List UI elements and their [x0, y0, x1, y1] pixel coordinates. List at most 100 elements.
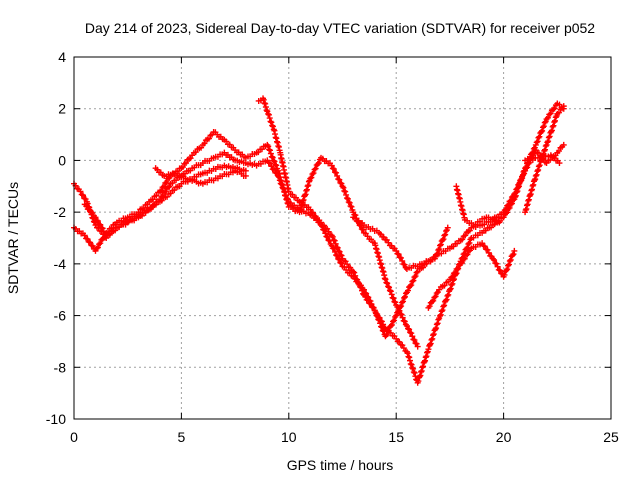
data-point-marker	[269, 154, 276, 161]
data-point-marker	[393, 247, 400, 254]
data-point-marker	[494, 263, 501, 270]
data-point-marker	[432, 326, 439, 333]
data-point-marker	[515, 181, 522, 188]
data-point-marker	[389, 294, 396, 301]
data-point-marker	[520, 171, 527, 178]
data-point-marker	[267, 118, 274, 125]
data-point-marker	[442, 231, 449, 238]
data-point-marker	[504, 202, 511, 209]
y-tick-label: -6	[54, 308, 67, 324]
data-point-marker	[552, 114, 559, 121]
x-axis-label: GPS time / hours	[287, 457, 394, 473]
data-point-marker	[201, 140, 208, 147]
data-point-marker	[401, 294, 408, 301]
data-point-marker	[430, 331, 437, 338]
data-point-marker	[550, 122, 557, 129]
data-point-marker	[326, 237, 333, 244]
data-point-marker	[94, 217, 101, 224]
data-point-marker	[80, 192, 87, 199]
data-point-marker	[524, 164, 531, 171]
data-point-marker	[93, 245, 100, 252]
data-point-marker	[443, 296, 450, 303]
data-point-marker	[462, 232, 469, 239]
data-point-marker	[206, 135, 213, 142]
data-point-marker	[340, 184, 347, 191]
data-point-marker	[439, 237, 446, 244]
data-point-marker	[516, 180, 523, 187]
data-point-marker	[383, 279, 390, 286]
data-point-marker	[311, 166, 318, 173]
data-point-marker	[92, 214, 99, 221]
data-point-marker	[436, 312, 443, 319]
data-point-marker	[324, 234, 331, 241]
axis-ticks	[73, 56, 612, 420]
data-point-marker	[533, 171, 540, 178]
data-point-marker	[446, 286, 453, 293]
data-point-marker	[431, 294, 438, 301]
data-point-marker	[330, 236, 337, 243]
data-point-marker	[270, 157, 277, 164]
data-point-marker	[265, 110, 272, 117]
data-point-marker	[100, 228, 107, 235]
data-point-marker	[262, 103, 269, 110]
data-point-marker	[321, 227, 328, 234]
data-point-marker	[384, 280, 391, 287]
data-point-marker	[444, 292, 451, 299]
data-point-marker	[513, 186, 520, 193]
data-point-marker	[395, 251, 402, 258]
data-point-marker	[519, 175, 526, 182]
data-point-marker	[393, 312, 400, 319]
data-point-marker	[548, 127, 555, 134]
data-point-marker	[331, 237, 338, 244]
data-point-marker	[331, 248, 338, 255]
data-point-marker	[378, 324, 385, 331]
data-point-marker	[334, 252, 341, 259]
data-point-marker	[454, 265, 461, 272]
data-point-marker	[383, 331, 390, 338]
data-point-marker	[540, 123, 547, 130]
data-point-marker	[560, 141, 567, 148]
data-point-marker	[391, 317, 398, 324]
data-point-marker	[407, 283, 414, 290]
data-point-marker	[511, 191, 518, 198]
data-point-marker	[425, 346, 432, 353]
data-point-marker	[394, 309, 401, 316]
data-point-marker	[452, 269, 459, 276]
data-point-marker	[330, 166, 337, 173]
data-point-marker	[97, 221, 104, 228]
y-tick-label: 2	[58, 101, 66, 117]
data-point-marker	[497, 267, 504, 274]
data-point-marker	[433, 325, 440, 332]
data-point-marker	[266, 146, 273, 153]
data-point-marker	[263, 107, 270, 114]
data-point-marker	[525, 160, 532, 167]
x-tick-label: 0	[70, 429, 78, 445]
data-point-marker	[360, 286, 367, 293]
data-point-marker	[365, 294, 372, 301]
data-point-marker	[338, 260, 345, 267]
data-point-marker	[374, 313, 381, 320]
data-point-marker	[532, 172, 539, 179]
data-point-marker	[265, 143, 272, 150]
data-point-marker	[544, 139, 551, 146]
data-point-marker	[266, 115, 273, 122]
y-axis-label: SDTVAR / TECUs	[5, 182, 21, 294]
data-point-marker	[542, 146, 549, 153]
data-point-marker	[242, 172, 249, 179]
data-point-marker	[314, 161, 321, 168]
data-point-marker	[434, 250, 441, 257]
data-point-marker	[535, 134, 542, 141]
y-tick-label: -2	[54, 204, 67, 220]
data-point-marker	[153, 192, 160, 199]
data-point-marker	[407, 360, 414, 367]
data-point-marker	[368, 301, 375, 308]
plot-frame	[73, 56, 612, 420]
data-point-marker	[505, 201, 512, 208]
data-point-marker	[344, 195, 351, 202]
data-point-marker	[179, 164, 186, 171]
data-point-marker	[441, 302, 448, 309]
data-point-marker	[387, 288, 394, 295]
data-point-marker	[461, 255, 468, 262]
data-point-marker	[163, 179, 170, 186]
